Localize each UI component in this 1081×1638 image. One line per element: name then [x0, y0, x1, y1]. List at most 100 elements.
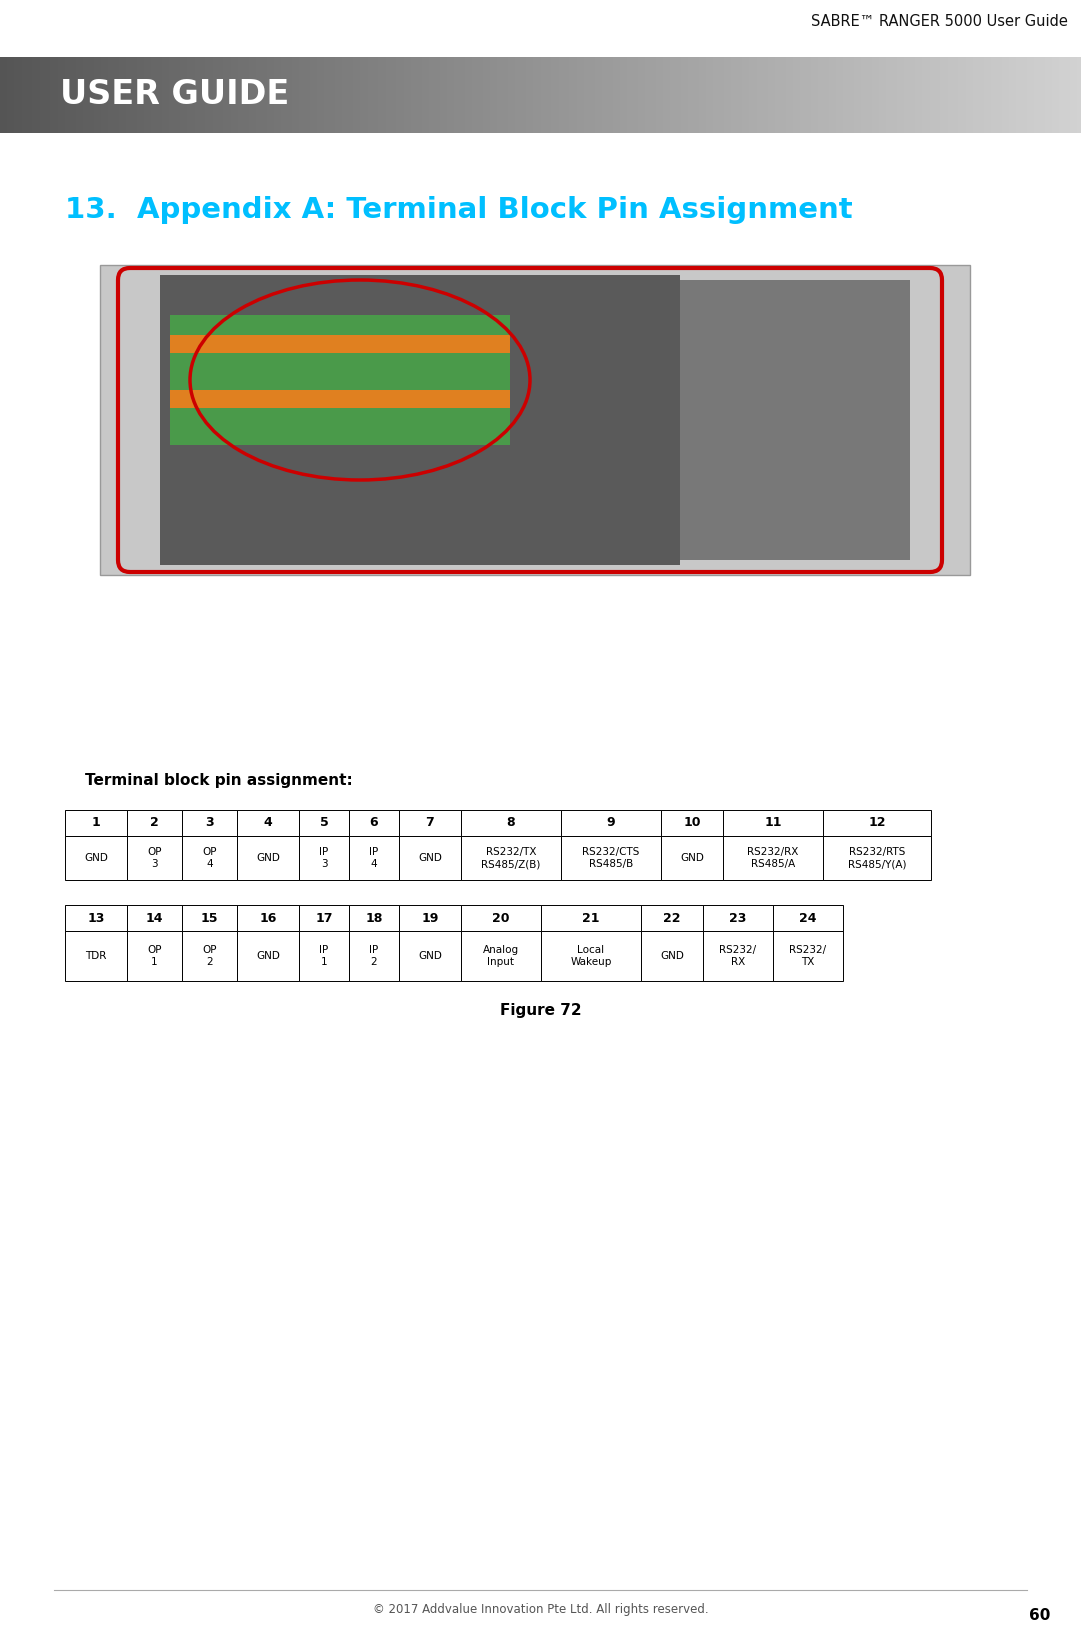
Bar — [537, 57, 542, 133]
Bar — [3, 57, 9, 133]
Bar — [530, 57, 534, 133]
Bar — [811, 57, 815, 133]
Bar — [462, 57, 466, 133]
Bar — [609, 57, 614, 133]
Bar — [303, 57, 307, 133]
Bar — [468, 57, 473, 133]
Text: 10: 10 — [683, 816, 700, 829]
Bar — [544, 57, 549, 133]
Text: GND: GND — [256, 952, 280, 962]
Bar — [54, 57, 58, 133]
Bar — [565, 57, 571, 133]
Bar — [237, 835, 299, 880]
Bar — [526, 57, 531, 133]
Bar — [108, 57, 112, 133]
Bar — [368, 57, 372, 133]
Bar — [105, 57, 109, 133]
Bar — [353, 57, 358, 133]
Bar — [263, 57, 268, 133]
Bar — [919, 57, 923, 133]
Text: OP
3: OP 3 — [147, 847, 162, 870]
Bar — [1078, 57, 1081, 133]
Bar — [386, 57, 390, 133]
Bar — [454, 57, 458, 133]
Bar — [281, 57, 285, 133]
Bar — [227, 57, 231, 133]
Bar — [18, 57, 23, 133]
Bar — [65, 811, 126, 835]
Bar — [832, 57, 837, 133]
Bar — [760, 57, 765, 133]
Bar — [749, 57, 755, 133]
Bar — [916, 57, 920, 133]
Bar — [295, 57, 301, 133]
Bar — [768, 57, 772, 133]
Text: RS232/
RX: RS232/ RX — [720, 945, 757, 966]
Bar — [472, 57, 477, 133]
Bar — [926, 57, 931, 133]
Bar — [299, 811, 349, 835]
Bar — [703, 930, 773, 981]
Bar — [738, 57, 744, 133]
Bar — [890, 57, 895, 133]
Bar — [670, 57, 675, 133]
Bar — [79, 57, 84, 133]
Bar — [743, 57, 747, 133]
Bar — [872, 57, 877, 133]
Bar — [900, 57, 906, 133]
Bar — [576, 57, 582, 133]
Bar — [130, 57, 134, 133]
Bar — [375, 57, 379, 133]
Bar — [823, 811, 931, 835]
Text: IP
1: IP 1 — [319, 945, 329, 966]
Bar — [36, 57, 41, 133]
Bar — [72, 57, 77, 133]
Bar — [673, 57, 679, 133]
Bar — [723, 811, 823, 835]
Bar — [360, 57, 365, 133]
Bar — [635, 57, 639, 133]
Bar — [141, 57, 145, 133]
Bar — [965, 57, 971, 133]
Bar — [278, 57, 282, 133]
Bar — [119, 57, 123, 133]
Bar — [778, 57, 783, 133]
Text: 8: 8 — [507, 816, 516, 829]
Bar — [782, 57, 787, 133]
Bar — [182, 906, 237, 930]
Bar — [148, 57, 152, 133]
Bar — [461, 811, 561, 835]
Bar — [440, 57, 444, 133]
Bar — [159, 57, 163, 133]
Text: USER GUIDE: USER GUIDE — [61, 79, 290, 111]
Text: OP
4: OP 4 — [202, 847, 217, 870]
Bar — [57, 57, 63, 133]
Bar — [984, 57, 988, 133]
Bar — [399, 835, 461, 880]
Bar — [854, 57, 858, 133]
Bar — [713, 57, 718, 133]
Bar — [641, 930, 703, 981]
Bar — [256, 57, 261, 133]
Bar — [389, 57, 393, 133]
Bar — [757, 57, 761, 133]
Bar — [1013, 57, 1017, 133]
Bar — [797, 57, 801, 133]
Bar — [184, 57, 188, 133]
Bar — [1056, 57, 1060, 133]
Text: 2: 2 — [150, 816, 159, 829]
Bar — [237, 930, 299, 981]
Text: GND: GND — [256, 853, 280, 863]
Bar — [65, 57, 69, 133]
Bar — [595, 57, 599, 133]
Bar — [505, 57, 509, 133]
Bar — [684, 57, 690, 133]
Text: 19: 19 — [422, 911, 439, 924]
Bar — [773, 906, 843, 930]
Bar — [245, 57, 250, 133]
Bar — [399, 811, 461, 835]
Bar — [818, 57, 823, 133]
Bar — [735, 57, 739, 133]
Bar — [483, 57, 488, 133]
Bar — [429, 57, 433, 133]
